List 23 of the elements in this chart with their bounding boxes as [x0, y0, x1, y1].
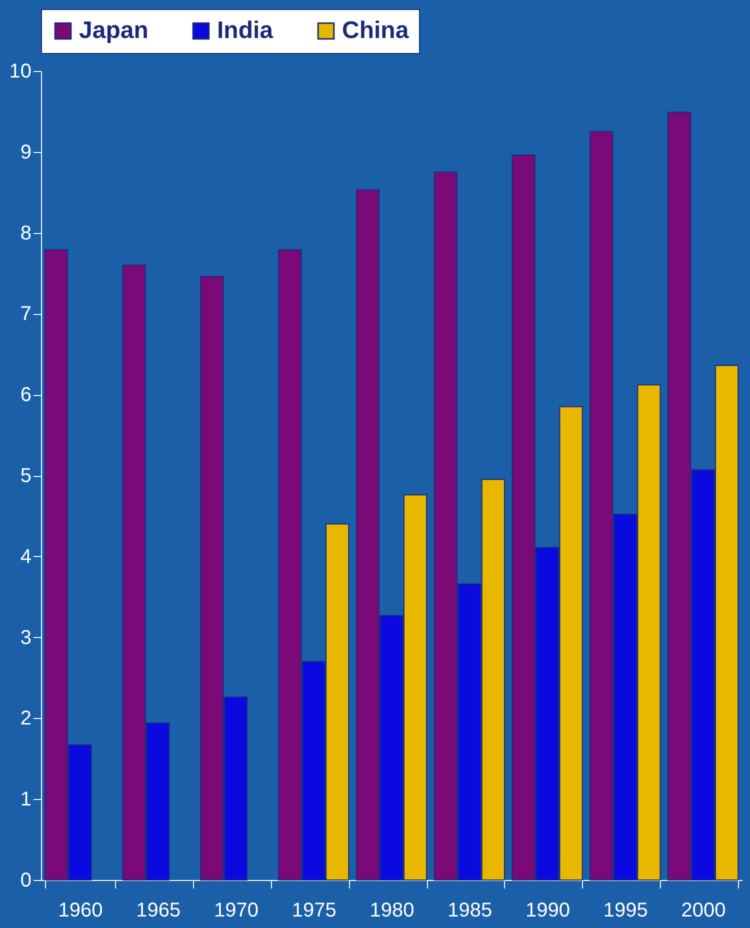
y-tick-label: 0 [20, 870, 32, 892]
y-tick-label: 7 [20, 303, 32, 326]
y-tick-label: 5 [20, 465, 32, 487]
legend-label: China [342, 17, 410, 44]
x-tick-label: 1970 [214, 900, 258, 922]
y-tick-label: 9 [20, 141, 32, 164]
y-tick-label: 10 [9, 60, 32, 82]
y-tick-label: 2 [20, 708, 32, 730]
y-tick-label: 6 [20, 384, 32, 406]
x-tick-label: 1960 [58, 900, 103, 922]
x-tick-label: 1985 [448, 900, 492, 922]
x-tick-label: 1975 [292, 900, 336, 922]
legend-label: India [217, 17, 274, 44]
x-tick-label: 1980 [370, 900, 414, 922]
x-tick-label: 1965 [136, 900, 181, 922]
x-tick-label: 1995 [603, 900, 648, 922]
y-tick-label: 3 [20, 626, 32, 649]
x-tick-label: 2000 [681, 900, 726, 922]
legend-label: Japan [79, 17, 148, 44]
x-tick-label: 1990 [526, 900, 570, 922]
y-tick-label: 1 [20, 788, 32, 811]
y-tick-label: 4 [20, 546, 32, 568]
y-tick-label: 8 [20, 222, 32, 244]
